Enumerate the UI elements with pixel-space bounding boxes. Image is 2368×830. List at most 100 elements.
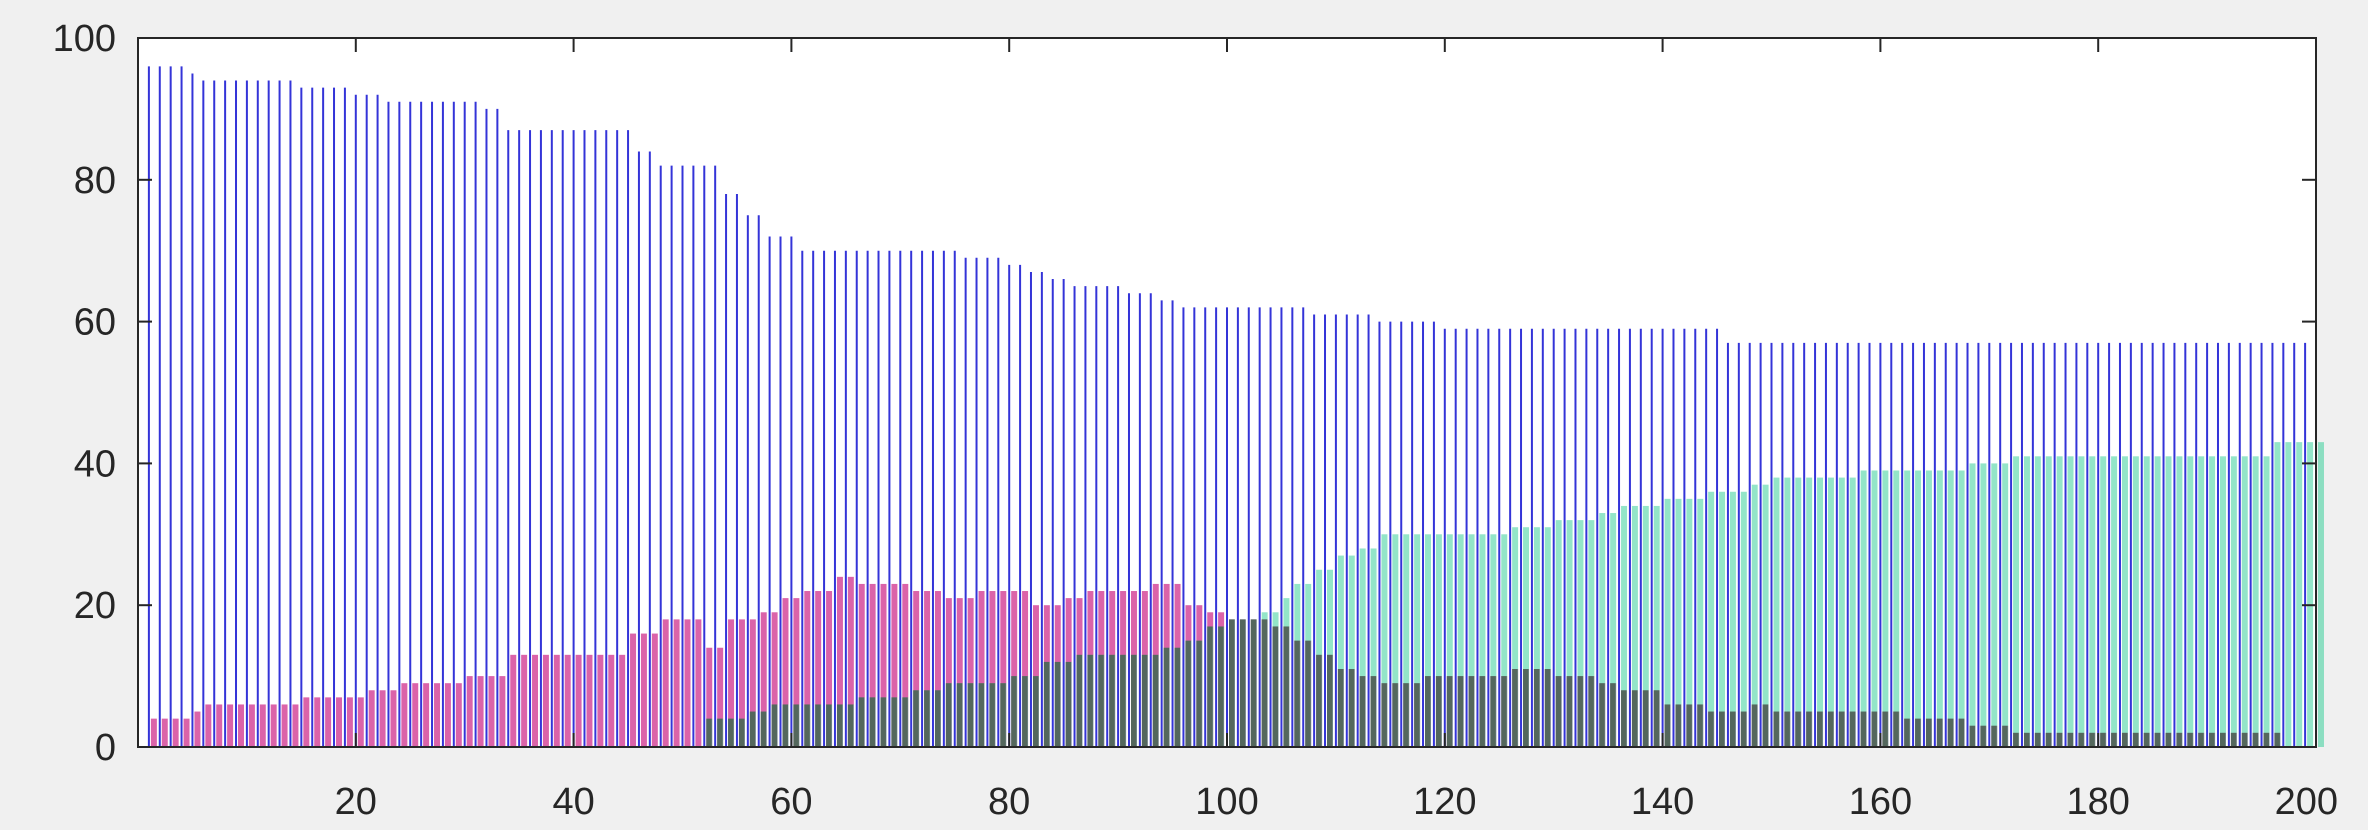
- pink-bar: [662, 619, 669, 747]
- green-bar: [2274, 442, 2281, 747]
- pink-bar: [564, 654, 571, 747]
- overlap-bar: [1435, 676, 1442, 747]
- overlap-bar: [2100, 732, 2106, 747]
- green-bar: [1446, 534, 1453, 747]
- overlap-bar: [706, 718, 712, 747]
- green-bar: [1370, 548, 1377, 747]
- pink-bar: [902, 583, 909, 747]
- overlap-bar: [1468, 676, 1475, 747]
- overlap-bar: [1827, 711, 1834, 747]
- green-bar: [2143, 456, 2150, 747]
- overlap-bar: [1479, 676, 1485, 747]
- overlap-bar: [1631, 690, 1638, 747]
- pink-bar: [815, 591, 822, 747]
- pink-bar: [444, 683, 451, 747]
- overlap-bar: [1533, 669, 1540, 747]
- green-bar: [1653, 505, 1660, 747]
- pink-bar: [423, 683, 430, 747]
- green-bar: [2100, 456, 2107, 747]
- overlap-bar: [804, 704, 810, 747]
- green-bar: [1359, 548, 1366, 747]
- overlap-bar: [1501, 676, 1507, 747]
- overlap-bar: [1043, 661, 1050, 747]
- pink-bar: [1022, 591, 1029, 747]
- overlap-bar: [1838, 711, 1845, 747]
- overlap-bar: [1425, 676, 1431, 747]
- pink-bar: [150, 718, 157, 747]
- overlap-bar: [1229, 619, 1235, 747]
- overlap-bar: [1882, 711, 1888, 747]
- overlap-bar: [2143, 732, 2150, 747]
- green-bar: [2132, 456, 2139, 747]
- green-bar: [2111, 456, 2118, 747]
- overlap-bar: [2176, 732, 2182, 747]
- pink-bar: [880, 583, 887, 747]
- overlap-bar: [1054, 661, 1061, 747]
- pink-bar: [238, 704, 244, 747]
- overlap-bar: [749, 711, 756, 747]
- green-bar: [2307, 442, 2314, 747]
- pink-bar: [858, 583, 865, 747]
- pink-bar: [597, 654, 604, 747]
- pink-bar: [924, 591, 931, 747]
- overlap-bar: [1305, 640, 1311, 747]
- overlap-bar: [1403, 683, 1409, 747]
- overlap-bar: [1065, 661, 1072, 747]
- overlap-bar: [1152, 654, 1159, 747]
- overlap-bar: [1130, 654, 1137, 747]
- overlap-bar: [1860, 711, 1867, 747]
- overlap-bar: [1915, 718, 1921, 747]
- x-tick-label: 140: [1631, 781, 1694, 823]
- pink-bar: [292, 704, 299, 747]
- green-bar: [2013, 456, 2020, 747]
- pink-bar: [248, 704, 255, 747]
- overlap-bar: [1490, 676, 1496, 747]
- overlap-bar: [2165, 732, 2171, 747]
- overlap-bar: [1098, 654, 1104, 747]
- green-bar: [1838, 477, 1845, 747]
- axes-group: 0 20 40 60 80 100 20 40 60 80 100 120 140 160 180 200: [53, 18, 2338, 823]
- overlap-bar: [1566, 676, 1573, 747]
- overlap-bar: [1784, 711, 1790, 747]
- overlap-bar: [2078, 732, 2084, 747]
- pink-bar: [455, 683, 462, 747]
- overlap-bar: [1958, 718, 1965, 747]
- pink-bar: [1000, 591, 1007, 747]
- overlap-bar: [717, 718, 723, 747]
- overlap-bar: [967, 683, 974, 747]
- y-tick-label: 0: [95, 727, 116, 769]
- green-bar: [1849, 477, 1856, 747]
- overlap-bar: [1740, 711, 1747, 747]
- overlap-bar: [1980, 725, 1986, 747]
- green-bar: [1860, 470, 1867, 747]
- x-tick-label: 180: [2066, 781, 2129, 823]
- overlap-bar: [1207, 626, 1213, 747]
- green-bar: [1762, 484, 1769, 747]
- green-bar: [1708, 491, 1715, 747]
- pink-bar: [934, 591, 941, 747]
- overlap-bar: [2263, 732, 2269, 747]
- green-bar: [1947, 470, 1954, 747]
- green-bar: [2067, 456, 2074, 747]
- pink-bar: [804, 591, 811, 747]
- green-bar: [1479, 534, 1486, 747]
- overlap-bar: [1697, 704, 1703, 747]
- pink-bar: [303, 697, 310, 747]
- pink-bar: [695, 619, 702, 747]
- overlap-bar: [1359, 676, 1366, 747]
- pink-bar: [532, 654, 539, 747]
- pink-bar: [477, 676, 484, 747]
- green-bar: [1392, 534, 1399, 747]
- green-bar: [1588, 520, 1595, 747]
- bars-group: [147, 66, 2324, 747]
- overlap-bar: [1664, 704, 1671, 747]
- pink-bar: [521, 654, 528, 747]
- pink-bar: [553, 654, 560, 747]
- green-bar: [1381, 534, 1388, 747]
- pink-bar: [989, 591, 996, 747]
- green-bar: [1555, 520, 1562, 747]
- overlap-bar: [2034, 732, 2041, 747]
- pink-bar: [575, 654, 582, 747]
- green-bar: [2078, 456, 2085, 747]
- overlap-bar: [1773, 711, 1779, 747]
